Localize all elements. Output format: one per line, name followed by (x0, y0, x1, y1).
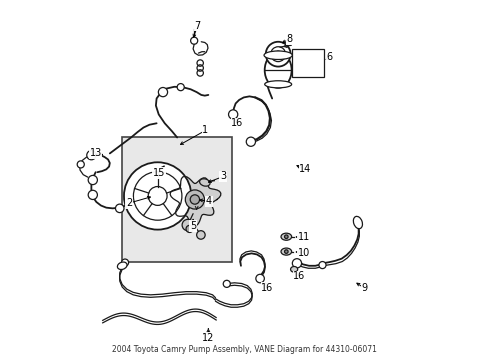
Circle shape (228, 110, 237, 119)
Circle shape (275, 51, 281, 57)
Text: 11: 11 (297, 233, 309, 242)
Text: 2: 2 (126, 198, 132, 208)
Circle shape (148, 186, 167, 205)
Ellipse shape (117, 262, 127, 270)
Circle shape (121, 259, 128, 266)
Text: 16: 16 (293, 271, 305, 282)
Text: 2004 Toyota Camry Pump Assembly, VANE Diagram for 44310-06071: 2004 Toyota Camry Pump Assembly, VANE Di… (112, 345, 376, 354)
Text: 7: 7 (194, 21, 201, 31)
Text: 10: 10 (297, 248, 309, 258)
FancyBboxPatch shape (122, 138, 232, 261)
Text: 16: 16 (261, 283, 273, 293)
Circle shape (177, 84, 184, 91)
Circle shape (270, 47, 285, 62)
Circle shape (133, 172, 182, 220)
Ellipse shape (290, 266, 297, 272)
Circle shape (158, 87, 167, 97)
Bar (292, 49, 324, 77)
Text: 12: 12 (202, 333, 214, 343)
Text: 16: 16 (231, 118, 243, 128)
Circle shape (185, 190, 204, 209)
Text: 14: 14 (299, 165, 311, 174)
Circle shape (77, 161, 84, 168)
Ellipse shape (353, 216, 362, 229)
Circle shape (86, 150, 96, 160)
Circle shape (284, 235, 287, 238)
Circle shape (255, 274, 264, 283)
Circle shape (185, 225, 193, 233)
Ellipse shape (264, 53, 291, 88)
Circle shape (318, 261, 325, 269)
Text: 15: 15 (152, 168, 164, 178)
Ellipse shape (264, 81, 291, 88)
Text: 3: 3 (220, 171, 226, 181)
Text: 13: 13 (89, 148, 102, 158)
Circle shape (115, 204, 124, 213)
Circle shape (196, 231, 205, 239)
Ellipse shape (281, 248, 291, 255)
Text: 1: 1 (202, 125, 208, 135)
Text: 5: 5 (190, 221, 196, 231)
Circle shape (190, 195, 199, 204)
Ellipse shape (264, 51, 292, 59)
Circle shape (182, 219, 193, 231)
Text: 6: 6 (326, 51, 332, 62)
Circle shape (190, 37, 197, 44)
Text: 9: 9 (361, 283, 366, 293)
Text: 8: 8 (286, 34, 292, 44)
Circle shape (88, 175, 97, 185)
Circle shape (124, 162, 191, 230)
Ellipse shape (199, 179, 209, 186)
Circle shape (284, 250, 287, 253)
Circle shape (292, 259, 301, 268)
Circle shape (88, 190, 97, 199)
Polygon shape (170, 176, 221, 226)
Ellipse shape (281, 233, 291, 240)
Circle shape (265, 42, 290, 67)
Circle shape (223, 280, 230, 287)
Circle shape (246, 137, 255, 146)
Text: 4: 4 (205, 196, 212, 206)
